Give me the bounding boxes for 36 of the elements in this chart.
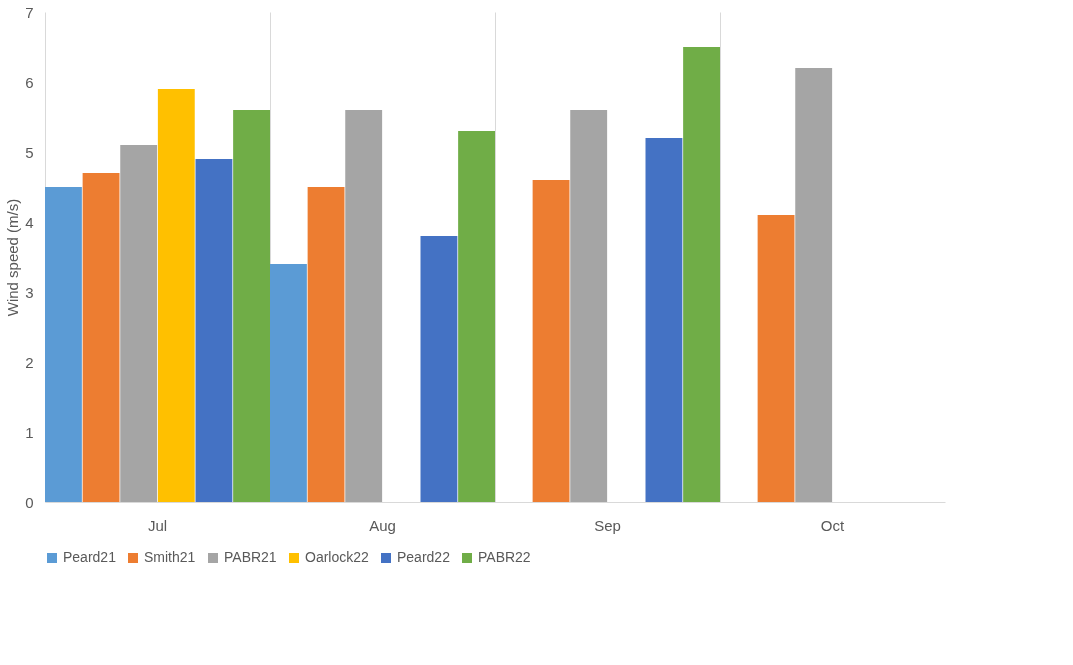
y-tick-label: 1 [25,423,34,441]
y-tick-label: 0 [25,493,34,511]
bar [345,110,383,502]
bar [757,215,795,502]
bar [120,145,158,502]
bar [195,159,233,502]
bar [270,264,307,502]
bar [683,47,720,502]
bar [532,180,570,502]
legend-label: Peard22 [397,549,451,565]
bar [45,187,82,502]
legend-label: PABR22 [478,549,531,565]
x-tick-label: Oct [820,516,845,534]
bar [645,138,683,502]
x-tick-label: Aug [369,516,396,534]
legend-label: Oarlock22 [305,549,370,565]
x-tick-label: Jul [147,516,168,534]
bar [420,236,458,502]
legend-label: Peard21 [63,549,117,565]
bar [458,131,495,502]
y-tick-label: 7 [25,3,34,21]
y-tick-label: 5 [25,143,34,161]
bar [157,89,195,502]
bar [82,173,120,502]
legend-label: Smith21 [144,549,196,565]
bar [233,110,270,502]
y-axis-title: Wind speed (m/s) [4,198,22,317]
y-tick-label: 4 [25,213,34,231]
y-tick-label: 6 [25,73,34,91]
y-tick-label: 3 [25,283,34,301]
x-tick-label: Sep [594,516,621,534]
bar [795,68,833,502]
bar [307,187,345,502]
y-tick-label: 2 [25,353,34,371]
bar [570,110,608,502]
legend-label: PABR21 [224,549,277,565]
